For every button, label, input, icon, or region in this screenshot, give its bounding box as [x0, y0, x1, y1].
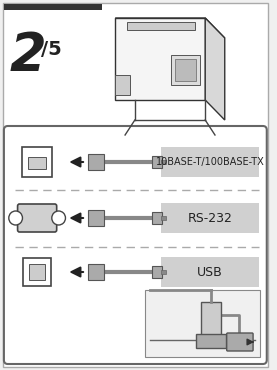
Bar [127, 22, 196, 30]
Bar [88, 210, 104, 226]
Bar [28, 157, 46, 169]
Text: 2: 2 [10, 30, 47, 82]
Bar [152, 212, 162, 224]
FancyBboxPatch shape [227, 333, 253, 351]
Bar [145, 290, 260, 357]
Bar [175, 59, 196, 81]
Bar [196, 334, 226, 348]
Circle shape [9, 211, 22, 225]
Text: USB: USB [197, 266, 223, 279]
Circle shape [52, 211, 65, 225]
Bar [161, 160, 166, 164]
Text: /5: /5 [41, 40, 62, 59]
Bar [161, 257, 259, 287]
Bar [24, 258, 51, 286]
Bar [161, 270, 166, 274]
Polygon shape [115, 18, 225, 38]
Bar [171, 55, 200, 85]
Bar [161, 147, 259, 177]
Bar [161, 216, 166, 220]
Text: 10BASE-T/100BASE-TX: 10BASE-T/100BASE-TX [156, 157, 265, 167]
Bar [115, 75, 130, 95]
Bar [4, 4, 102, 10]
Bar [22, 147, 52, 177]
Bar [88, 154, 104, 170]
FancyBboxPatch shape [17, 204, 57, 232]
Bar [88, 264, 104, 280]
Bar [201, 302, 221, 337]
FancyBboxPatch shape [4, 126, 267, 364]
Bar [152, 156, 162, 168]
Polygon shape [205, 18, 225, 120]
Bar [161, 203, 259, 233]
Bar [152, 266, 162, 278]
FancyBboxPatch shape [3, 3, 268, 367]
Text: RS-232: RS-232 [188, 212, 232, 225]
Polygon shape [115, 18, 205, 100]
Bar [29, 264, 45, 280]
